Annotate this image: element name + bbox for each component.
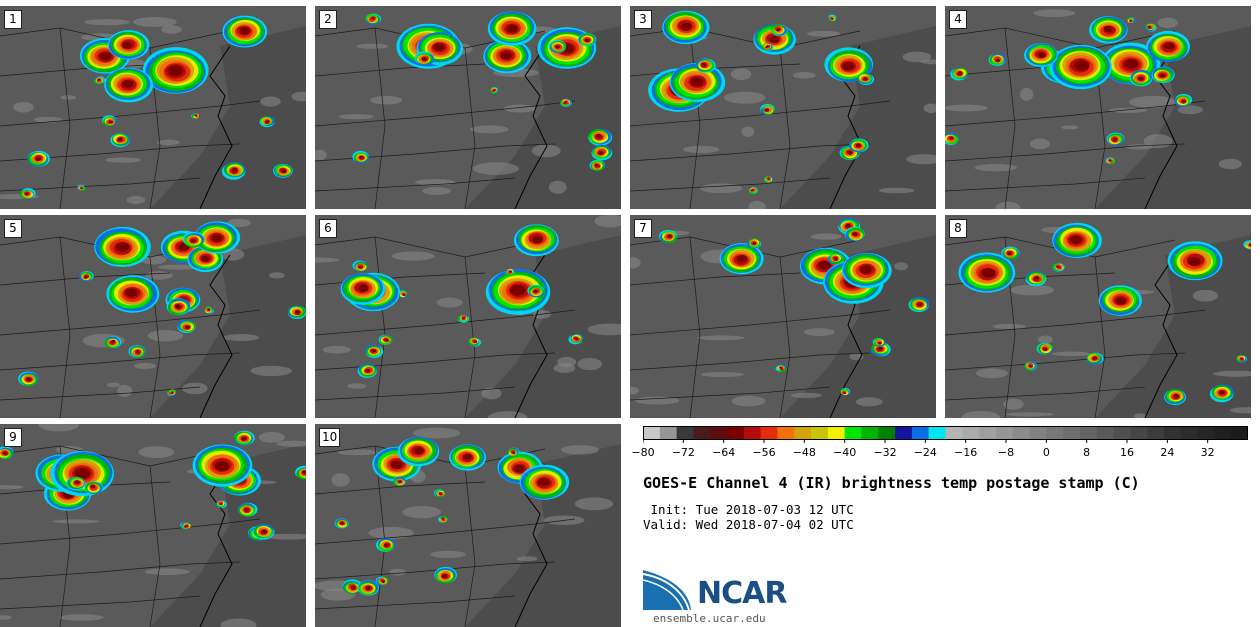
colorbar-segment [1130,426,1148,440]
colorbar-segment [676,426,694,440]
valid-time: Valid: Wed 2018-07-04 02 UTC [643,517,854,532]
colorbar-segment [1147,426,1165,440]
panel-number-label: 5 [4,219,22,238]
colorbar-segment [962,426,980,440]
satellite-map [630,215,936,418]
colorbar-segment [1113,426,1131,440]
ensemble-member-panel: 8 [945,215,1251,418]
colorbar-segment [1197,426,1215,440]
colorbar-segment [811,426,829,440]
website-url: ensemble.ucar.edu [653,612,766,625]
ensemble-member-panel: 4 [945,6,1251,209]
colorbar-segment [928,426,946,440]
panel-number-label: 7 [634,219,652,238]
colorbar-segment [777,426,795,440]
colorbar-tick-label: 16 [1120,446,1134,459]
colorbar-tick-label: −40 [833,446,857,459]
colorbar-tick-label: −16 [954,446,978,459]
temperature-colorbar [643,426,1248,443]
colorbar-segment [693,426,711,440]
colorbar-tick-label: −8 [997,446,1015,459]
ensemble-member-panel: 3 [630,6,936,209]
colorbar-tick-label: 0 [1042,446,1050,459]
panel-number-label: 8 [949,219,967,238]
colorbar-segment [643,426,661,440]
satellite-map [315,6,621,209]
colorbar-segment [1046,426,1064,440]
colorbar-tick-label: −64 [712,446,736,459]
colorbar-tick-label: 8 [1083,446,1091,459]
colorbar-segment [844,426,862,440]
colorbar-segment [727,426,745,440]
satellite-map [0,424,306,627]
colorbar-segment [827,426,846,440]
colorbar-segment [1063,426,1081,440]
colorbar-segment [861,426,879,440]
ensemble-member-panel: 9 [0,424,306,627]
colorbar-tick-label: −24 [913,446,937,459]
satellite-map [945,6,1251,209]
colorbar-segment [911,426,930,440]
colorbar-segment [995,426,1014,440]
panel-number-label: 9 [4,428,22,447]
init-time: Init: Tue 2018-07-03 12 UTC [643,502,854,517]
ensemble-member-panel: 10 [315,424,621,627]
colorbar-tick-label: −48 [792,446,816,459]
ncar-logo [643,570,691,611]
ncar-logo-text: NCAR [697,576,787,611]
colorbar-tick-label: −56 [752,446,776,459]
panel-number-label: 1 [4,10,22,29]
panel-number-label: 2 [319,10,337,29]
colorbar-segment [760,426,778,440]
colorbar-segment [710,426,728,440]
colorbar-segment [1096,426,1115,440]
colorbar-segment [659,426,678,440]
satellite-map [945,215,1251,418]
panel-number-label: 6 [319,219,337,238]
colorbar-segment [1180,426,1199,440]
colorbar-segment [1012,426,1031,440]
ensemble-member-panel: 5 [0,215,306,418]
colorbar-segment [979,426,997,440]
colorbar-tick-label: −32 [873,446,897,459]
ensemble-member-panel: 7 [630,215,936,418]
colorbar-tick-label: −80 [631,446,655,459]
colorbar-tick-label: 32 [1200,446,1215,459]
colorbar-tick-label: −72 [671,446,695,459]
colorbar-tick-label: 24 [1160,446,1175,459]
satellite-map [0,6,306,209]
ensemble-member-panel: 1 [0,6,306,209]
colorbar-segment [945,426,963,440]
ensemble-member-panel: 6 [315,215,621,418]
panel-number-label: 3 [634,10,652,29]
colorbar-segment [1079,426,1098,440]
satellite-map [0,215,306,418]
colorbar-segment [878,426,896,440]
colorbar-segment [1231,426,1248,440]
ensemble-member-panel: 2 [315,6,621,209]
colorbar-segment [895,426,913,440]
colorbar-segment [1029,426,1047,440]
colorbar-segment [794,426,812,440]
colorbar-segment [1214,426,1232,440]
figure-title: GOES-E Channel 4 (IR) brightness temp po… [643,474,1140,492]
satellite-map [630,6,936,209]
panel-number-label: 10 [319,428,341,447]
satellite-map [315,424,621,627]
colorbar-segment [743,426,762,440]
satellite-map [315,215,621,418]
colorbar-segment [1163,426,1182,440]
panel-number-label: 4 [949,10,967,29]
